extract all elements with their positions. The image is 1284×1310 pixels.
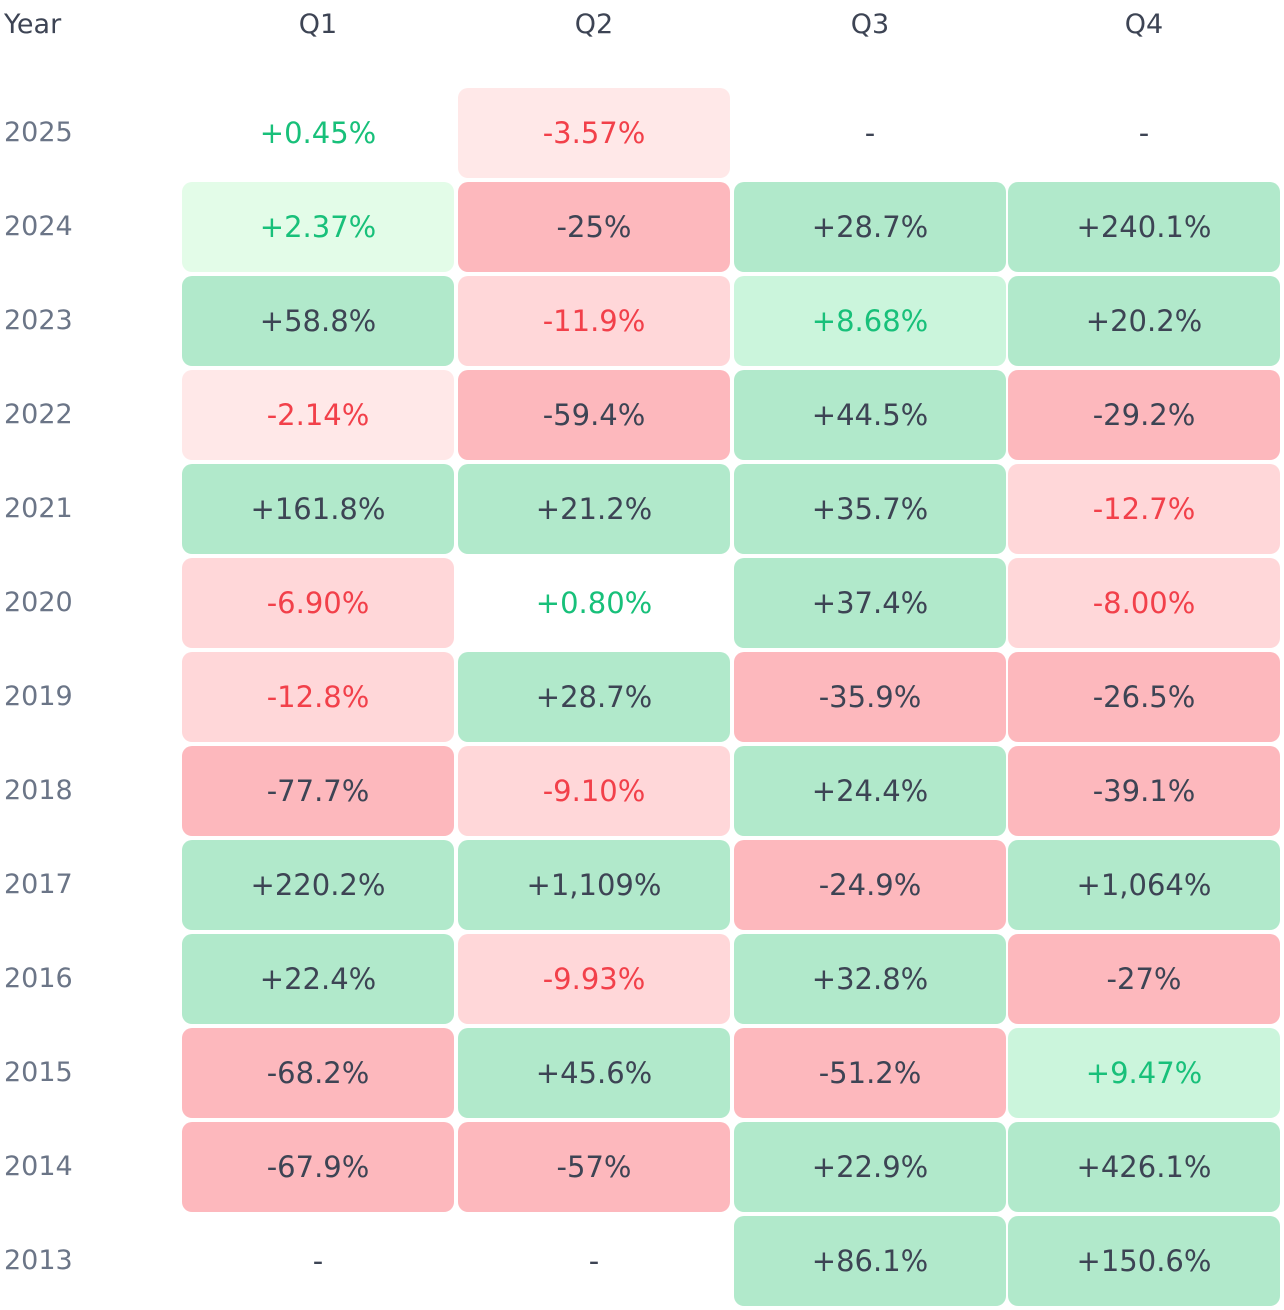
heatmap-cell-2022-q4: -29.2% xyxy=(1008,370,1280,460)
column-header-q2: Q2 xyxy=(574,9,614,40)
heatmap-cell-2023-q2: -11.9% xyxy=(458,276,730,366)
year-column-header: Year xyxy=(4,9,62,40)
heatmap-cell-2025-q4: - xyxy=(1138,116,1150,150)
heatmap-cell-2025-q2: -3.57% xyxy=(458,88,730,178)
heatmap-cell-2020-q1: -6.90% xyxy=(182,558,454,648)
heatmap-cell-2014-q4: +426.1% xyxy=(1008,1122,1280,1212)
heatmap-cell-2017-q2: +1,109% xyxy=(458,840,730,930)
heatmap-cell-2018-q4: -39.1% xyxy=(1008,746,1280,836)
year-label-2017: 2017 xyxy=(4,869,73,900)
heatmap-cell-2014-q1: -67.9% xyxy=(182,1122,454,1212)
heatmap-cell-2016-q3: +32.8% xyxy=(734,934,1006,1024)
heatmap-cell-2022-q1: -2.14% xyxy=(182,370,454,460)
year-label-2021: 2021 xyxy=(4,493,73,524)
heatmap-cell-2016-q2: -9.93% xyxy=(458,934,730,1024)
heatmap-cell-2023-q3: +8.68% xyxy=(734,276,1006,366)
heatmap-cell-2016-q1: +22.4% xyxy=(182,934,454,1024)
heatmap-cell-2015-q1: -68.2% xyxy=(182,1028,454,1118)
year-label-2016: 2016 xyxy=(4,963,73,994)
heatmap-cell-2018-q1: -77.7% xyxy=(182,746,454,836)
heatmap-cell-2014-q2: -57% xyxy=(458,1122,730,1212)
heatmap-cell-2014-q3: +22.9% xyxy=(734,1122,1006,1212)
year-label-2024: 2024 xyxy=(4,211,73,242)
heatmap-cell-2021-q2: +21.2% xyxy=(458,464,730,554)
heatmap-cell-2021-q4: -12.7% xyxy=(1008,464,1280,554)
heatmap-cell-2020-q4: -8.00% xyxy=(1008,558,1280,648)
heatmap-cell-2019-q4: -26.5% xyxy=(1008,652,1280,742)
year-label-2019: 2019 xyxy=(4,681,73,712)
heatmap-cell-2019-q2: +28.7% xyxy=(458,652,730,742)
heatmap-cell-2021-q3: +35.7% xyxy=(734,464,1006,554)
year-label-2022: 2022 xyxy=(4,399,73,430)
year-label-2014: 2014 xyxy=(4,1151,73,1182)
heatmap-cell-2013-q4: +150.6% xyxy=(1008,1216,1280,1306)
heatmap-cell-2024-q3: +28.7% xyxy=(734,182,1006,272)
column-header-q1: Q1 xyxy=(298,9,338,40)
year-label-2013: 2013 xyxy=(4,1245,73,1276)
heatmap-cell-2017-q4: +1,064% xyxy=(1008,840,1280,930)
heatmap-cell-2019-q1: -12.8% xyxy=(182,652,454,742)
heatmap-cell-2016-q4: -27% xyxy=(1008,934,1280,1024)
year-label-2018: 2018 xyxy=(4,775,73,806)
heatmap-cell-2025-q1: +0.45% xyxy=(259,116,377,150)
heatmap-cell-2018-q2: -9.10% xyxy=(458,746,730,836)
heatmap-cell-2024-q4: +240.1% xyxy=(1008,182,1280,272)
heatmap-cell-2019-q3: -35.9% xyxy=(734,652,1006,742)
heatmap-cell-2022-q2: -59.4% xyxy=(458,370,730,460)
heatmap-cell-2025-q3: - xyxy=(864,116,876,150)
heatmap-cell-2013-q1: - xyxy=(312,1244,324,1278)
heatmap-cell-2024-q1: +2.37% xyxy=(182,182,454,272)
heatmap-cell-2023-q4: +20.2% xyxy=(1008,276,1280,366)
heatmap-cell-2013-q2: - xyxy=(588,1244,600,1278)
year-label-2015: 2015 xyxy=(4,1057,73,1088)
column-header-q4: Q4 xyxy=(1124,9,1164,40)
heatmap-cell-2015-q3: -51.2% xyxy=(734,1028,1006,1118)
heatmap-cell-2015-q2: +45.6% xyxy=(458,1028,730,1118)
heatmap-cell-2017-q3: -24.9% xyxy=(734,840,1006,930)
heatmap-cell-2020-q3: +37.4% xyxy=(734,558,1006,648)
heatmap-cell-2021-q1: +161.8% xyxy=(182,464,454,554)
heatmap-cell-2023-q1: +58.8% xyxy=(182,276,454,366)
heatmap-cell-2020-q2: +0.80% xyxy=(535,586,653,620)
heatmap-cell-2022-q3: +44.5% xyxy=(734,370,1006,460)
heatmap-cell-2013-q3: +86.1% xyxy=(734,1216,1006,1306)
heatmap-cell-2018-q3: +24.4% xyxy=(734,746,1006,836)
column-header-q3: Q3 xyxy=(850,9,890,40)
heatmap-cell-2024-q2: -25% xyxy=(458,182,730,272)
heatmap-cell-2017-q1: +220.2% xyxy=(182,840,454,930)
year-label-2025: 2025 xyxy=(4,117,73,148)
heatmap-cell-2015-q4: +9.47% xyxy=(1008,1028,1280,1118)
year-label-2020: 2020 xyxy=(4,587,73,618)
year-label-2023: 2023 xyxy=(4,305,73,336)
